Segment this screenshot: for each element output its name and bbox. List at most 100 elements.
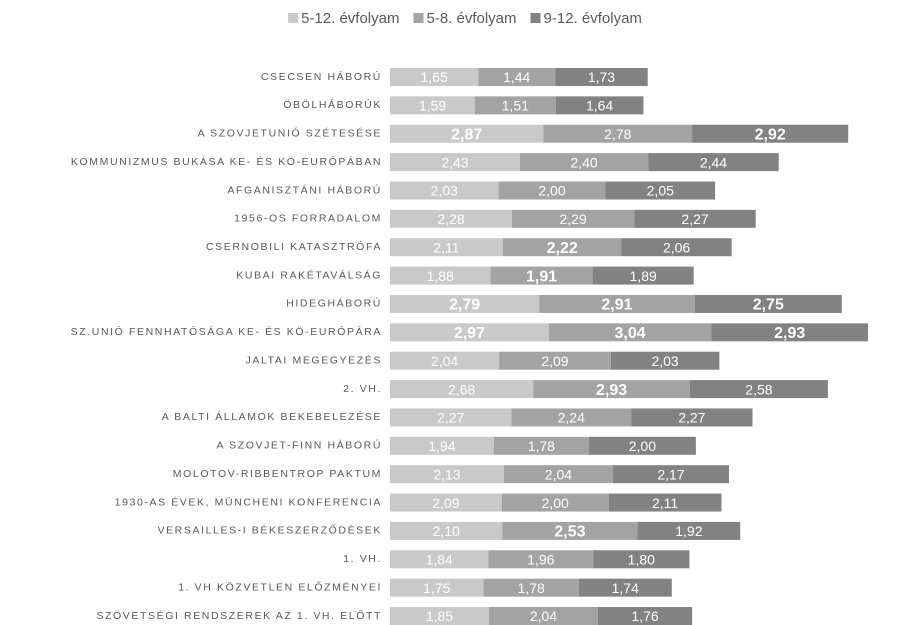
- value-label: 2,58: [745, 381, 772, 397]
- legend-label: 9-12. évfolyam: [544, 10, 642, 27]
- bar-segment: [498, 181, 606, 200]
- category-label: 1. VH KÖZVETLEN ELŐZMÉNYEI: [178, 579, 382, 593]
- bar-segment: [637, 521, 741, 540]
- value-label: 1,73: [588, 69, 615, 85]
- bar-segment: [634, 209, 756, 228]
- bar-segment: [578, 578, 672, 597]
- bar-segment: [621, 238, 732, 257]
- bar-segment: [490, 266, 593, 285]
- bar-segment: [390, 521, 503, 540]
- category-label: CSECSEN HÁBORÚ: [261, 70, 382, 83]
- value-label: 1,76: [631, 608, 658, 624]
- category-label: HIDEGHÁBORÚ: [286, 297, 382, 310]
- legend-swatch: [530, 13, 541, 23]
- category-label: MOLOTOV-RIBBENTROP PAKTUM: [173, 468, 382, 480]
- value-label: 2,00: [542, 495, 569, 511]
- bar-segment: [390, 181, 499, 200]
- value-label: 2,87: [451, 126, 482, 143]
- bar-segment: [533, 380, 690, 399]
- bar-segment: [493, 436, 589, 455]
- bar-segment: [390, 380, 534, 399]
- value-label: 2,29: [560, 211, 587, 227]
- bar-segment: [548, 323, 712, 342]
- value-label: 1,85: [426, 608, 453, 624]
- value-label: 1,51: [502, 98, 529, 114]
- value-label: 1,94: [428, 438, 455, 454]
- value-label: 2,78: [604, 126, 631, 142]
- bar-segment: [390, 465, 504, 484]
- value-label: 2,13: [433, 466, 460, 482]
- value-label: 1,65: [420, 69, 447, 85]
- bar-segment: [390, 550, 489, 569]
- value-label: 1,88: [427, 268, 454, 284]
- bar-segment: [610, 351, 720, 370]
- bar-segment: [511, 209, 635, 228]
- value-label: 1,96: [527, 551, 554, 567]
- bar-segment: [631, 408, 753, 427]
- value-label: 2,75: [753, 297, 784, 314]
- bar-segment: [692, 124, 849, 143]
- value-label: 2,00: [538, 183, 565, 199]
- value-label: 2,97: [454, 325, 485, 342]
- bar-segment: [390, 493, 502, 512]
- value-label: 2,00: [629, 438, 656, 454]
- bar-segment: [519, 153, 649, 172]
- legend-label: 5-8. évfolyam: [426, 10, 516, 27]
- bar-segment: [605, 181, 716, 200]
- bar-segment: [390, 607, 489, 625]
- value-label: 1,64: [586, 98, 613, 114]
- bar-segment: [488, 607, 598, 625]
- bar-segment: [689, 380, 828, 399]
- value-label: 1,74: [612, 580, 639, 596]
- value-label: 1,59: [419, 98, 446, 114]
- value-label: 2,04: [431, 353, 458, 369]
- bar-segment: [390, 124, 544, 143]
- value-label: 1,80: [628, 551, 655, 567]
- value-label: 2,27: [678, 410, 705, 426]
- value-label: 2,03: [651, 353, 678, 369]
- bar-segment: [501, 493, 609, 512]
- bar-segment: [511, 408, 632, 427]
- bar-segment: [543, 124, 693, 143]
- value-label: 1,89: [630, 268, 657, 284]
- category-label: A SZOVJETUNIÓ SZÉTESÉSE: [198, 127, 382, 140]
- value-label: 2,24: [558, 410, 585, 426]
- bar-segment: [390, 96, 476, 115]
- value-label: 2,92: [755, 126, 786, 143]
- value-label: 2,09: [432, 495, 459, 511]
- bar-segment: [539, 294, 695, 313]
- category-label: VERSAILLES-I BÉKESZERZŐDÉSEK: [157, 523, 382, 537]
- category-label: JALTAI MEGEGYEZÉS: [245, 353, 382, 366]
- bar-segment: [390, 209, 512, 228]
- category-label: 1956-OS FORRADALOM: [234, 213, 382, 225]
- value-label: 2,44: [700, 154, 727, 170]
- category-label: AFGANISZTÁNI HÁBORÚ: [227, 183, 382, 196]
- category-label: 2. VH.: [343, 383, 382, 395]
- category-label: 1930-AS ÉVEK, MÜNCHENI KONFERENCIA: [115, 495, 382, 508]
- bar-segment: [475, 96, 556, 115]
- value-label: 2,10: [433, 523, 460, 539]
- bar-segment: [592, 266, 694, 285]
- category-label: A BALTI ÁLLAMOK BEKEBELEZÉSE: [162, 410, 382, 423]
- value-label: 2,68: [448, 381, 475, 397]
- value-label: 1,91: [526, 268, 557, 285]
- value-label: 1,92: [675, 523, 702, 539]
- value-label: 2,05: [647, 183, 674, 199]
- legend: 5-12. évfolyam 5-8. évfolyam 9-12. évfolya…: [288, 10, 642, 27]
- legend-swatch: [288, 13, 299, 23]
- bar-segment: [499, 351, 611, 370]
- category-label: KUBAI RAKÉTAVÁLSÁG: [236, 268, 382, 281]
- value-label: 2,43: [441, 154, 468, 170]
- category-label: SZÖVETSÉGI RENDSZEREK AZ 1. VH. ELŐTT: [96, 608, 382, 622]
- value-label: 1,84: [426, 551, 453, 567]
- category-label: 1. VH.: [343, 553, 382, 565]
- bar-segment: [593, 550, 690, 569]
- value-label: 1,75: [423, 580, 450, 596]
- bar-segment: [390, 266, 491, 285]
- bar-segment: [648, 153, 779, 172]
- legend-label: 5-12. évfolyam: [301, 10, 399, 27]
- legend-swatch: [413, 13, 424, 23]
- bar-segment: [483, 578, 579, 597]
- value-label: 2,11: [652, 495, 678, 511]
